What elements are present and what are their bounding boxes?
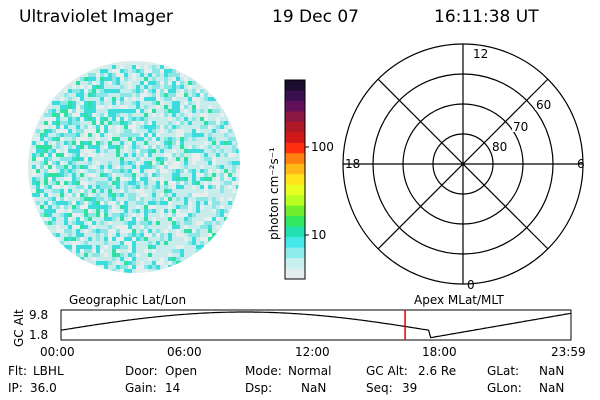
lat-label-80: 80 xyxy=(492,140,507,154)
gain-label: Gain: xyxy=(125,381,157,395)
timeline-y-label: GC Alt xyxy=(12,309,26,347)
colorbar-segment xyxy=(285,247,305,259)
colorbar-segment xyxy=(285,100,305,113)
dsp-value: NaN xyxy=(301,381,327,395)
colorbar-segment xyxy=(285,153,305,165)
ip-label: IP: xyxy=(8,381,23,395)
polar-plot xyxy=(342,43,584,285)
altitude-curve xyxy=(60,311,572,339)
colorbar-segment xyxy=(285,195,305,207)
timeline-ytick-min: 1.8 xyxy=(29,328,48,342)
dsp-label: Dsp: xyxy=(245,381,273,395)
glon-value: NaN xyxy=(539,381,565,395)
mlt-label-dawn: 6 xyxy=(577,157,585,171)
timeline-xtick-1: 06:00 xyxy=(167,345,202,359)
glat-value: NaN xyxy=(539,364,565,378)
uv-image-disk xyxy=(28,61,240,273)
timeline-ytick-max: 9.8 xyxy=(29,308,48,322)
mlt-label-dusk: 18 xyxy=(345,157,360,171)
mode-value: Normal xyxy=(288,364,332,378)
lat-label-70: 70 xyxy=(513,120,528,134)
timeline-xtick-3: 18:00 xyxy=(422,345,457,359)
timeline-panel: Geographic Lat/Lon Apex MLat/MLT GC Alt … xyxy=(12,293,586,359)
colorbar-segment xyxy=(285,216,305,228)
date-label: 19 Dec 07 xyxy=(272,7,359,27)
time-label: 16:11:38 UT xyxy=(434,7,539,27)
mlt-label-midnight: 0 xyxy=(467,278,475,292)
colorbar-segment xyxy=(285,184,305,196)
colorbar-segment xyxy=(285,268,305,280)
colorbar-segment xyxy=(285,142,305,154)
door-value: Open xyxy=(165,364,198,378)
colorbar-segment xyxy=(285,174,305,186)
gc-alt-value: 2.6 Re xyxy=(418,364,457,378)
instrument-title: Ultraviolet Imager xyxy=(19,7,173,27)
timeline-right-caption: Apex MLat/MLT xyxy=(414,293,504,307)
timeline-xtick-2: 12:00 xyxy=(295,345,330,359)
colorbar-segment xyxy=(285,258,305,270)
timeline-xtick-4: 23:59 xyxy=(551,345,586,359)
colorbar-segment xyxy=(285,163,305,175)
colorbar-tick-10: 10 xyxy=(311,228,326,242)
timeline-xtick-0: 00:00 xyxy=(40,345,75,359)
door-label: Door: xyxy=(125,364,158,378)
glon-label: GLon: xyxy=(487,381,522,395)
colorbar-segment xyxy=(285,132,305,144)
polar-labels: 12 18 6 0 60 70 80 xyxy=(345,47,585,292)
gain-value: 14 xyxy=(165,381,181,395)
ip-value: 36.0 xyxy=(30,381,57,395)
filter-label: Flt: xyxy=(8,364,27,378)
colorbar: 100 10 photon cm⁻²s⁻¹ xyxy=(267,79,334,280)
seq-label: Seq: xyxy=(366,381,393,395)
filter-value: LBHL xyxy=(33,364,64,378)
gc-alt-label: GC Alt: xyxy=(366,364,408,378)
colorbar-segment xyxy=(285,80,305,92)
colorbar-segment xyxy=(285,121,305,133)
mlt-label-noon: 12 xyxy=(473,47,488,61)
colorbar-tick-100: 100 xyxy=(311,140,334,154)
colorbar-segment xyxy=(285,226,305,238)
glat-label: GLat: xyxy=(487,364,520,378)
colorbar-segment xyxy=(285,111,305,123)
colorbar-segment xyxy=(285,90,305,102)
colorbar-unit-label: photon cm⁻²s⁻¹ xyxy=(267,147,281,240)
lat-label-60: 60 xyxy=(536,98,551,112)
seq-value: 39 xyxy=(402,381,418,395)
timeline-left-caption: Geographic Lat/Lon xyxy=(69,293,186,307)
colorbar-segment xyxy=(285,205,305,217)
mode-label: Mode: xyxy=(245,364,282,378)
colorbar-segment xyxy=(285,237,305,249)
